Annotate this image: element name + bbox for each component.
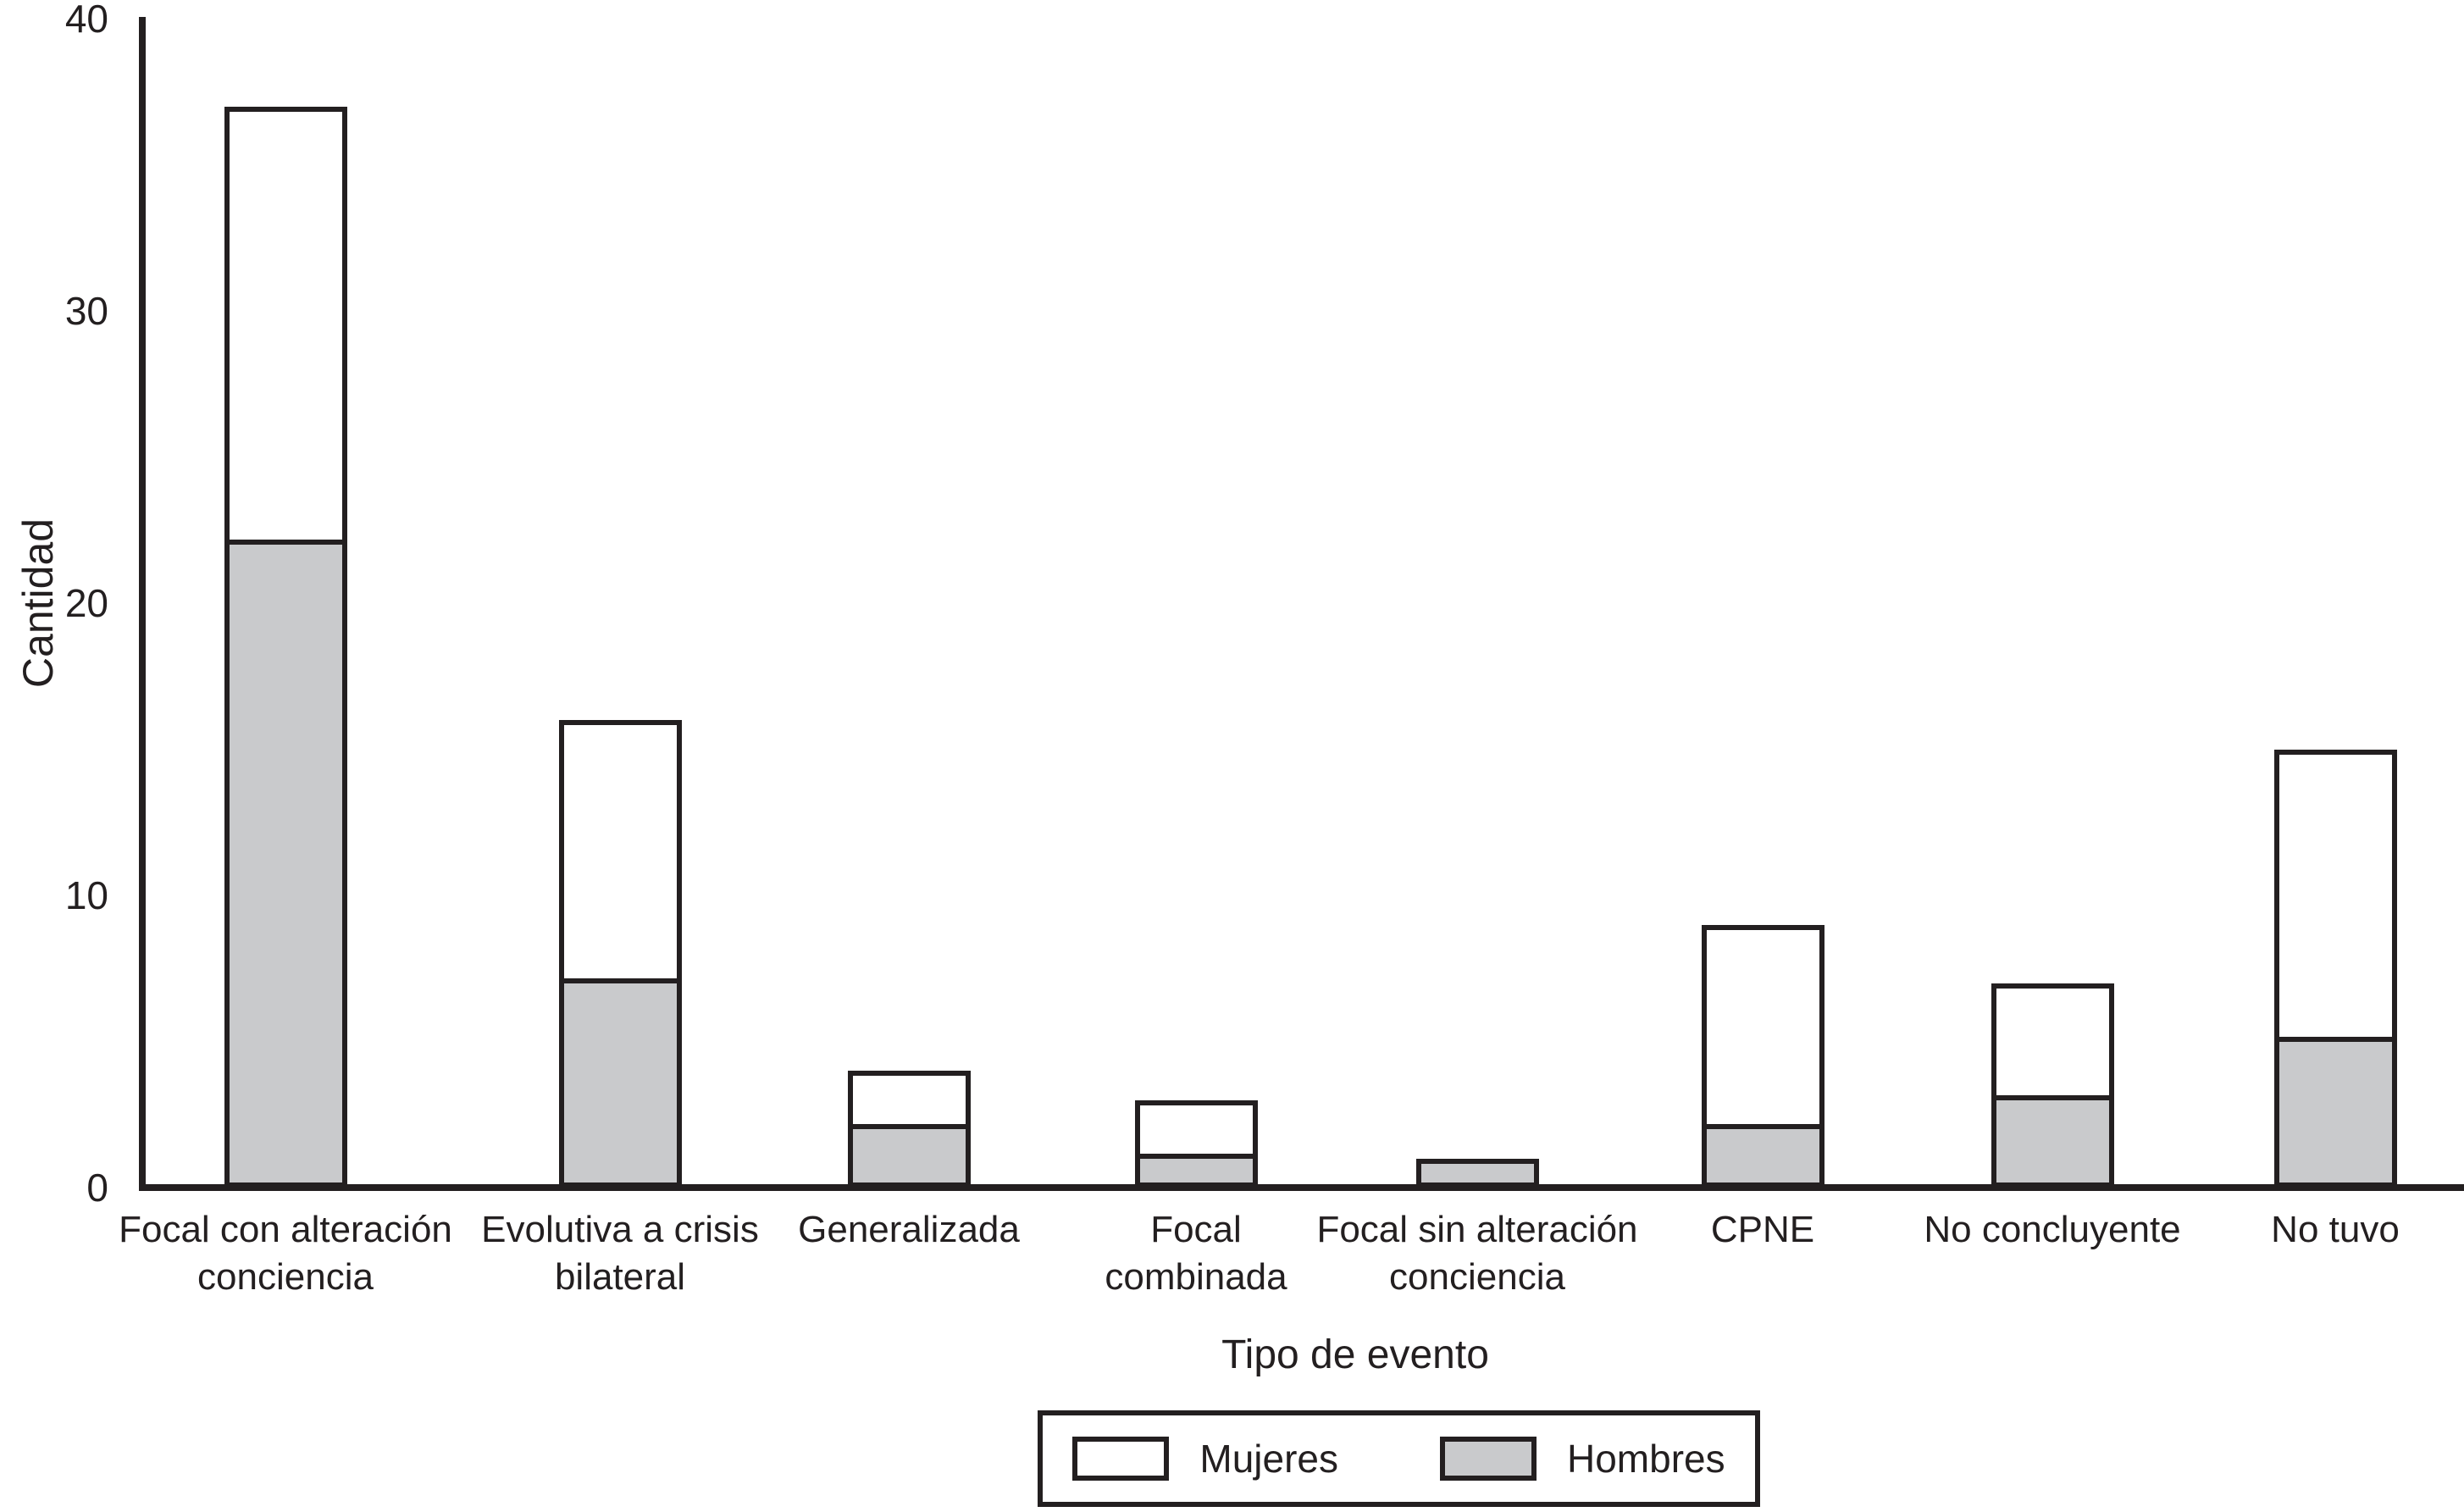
stacked-bar bbox=[1134, 1099, 1258, 1188]
category-label-line: No concluyente bbox=[1924, 1209, 2181, 1250]
segment-divider-line bbox=[2279, 1036, 2392, 1042]
segment-hombres bbox=[229, 542, 342, 1182]
category-label-line: Focal sin alteración bbox=[1316, 1209, 1638, 1250]
category-label-line: Focal bbox=[1150, 1209, 1242, 1250]
y-tick-label: 40 bbox=[64, 0, 108, 41]
segment-mujeres bbox=[1139, 1105, 1253, 1154]
y-tick-label: 10 bbox=[64, 873, 108, 917]
category-label-line: bilateral bbox=[554, 1256, 686, 1298]
stacked-bar bbox=[1701, 924, 1824, 1188]
segment-mujeres bbox=[1996, 988, 2109, 1095]
legend-swatch-mujeres bbox=[1072, 1437, 1170, 1481]
category-label-line: Focal con alteración bbox=[119, 1209, 452, 1250]
category-label: Focal combinada bbox=[1105, 1206, 1287, 1301]
segment-hombres bbox=[1706, 1127, 1819, 1182]
category-label-line: Evolutiva a crisis bbox=[481, 1209, 759, 1250]
legend-label-hombres: Hombres bbox=[1567, 1437, 1725, 1481]
legend-item-mujeres: Mujeres bbox=[1072, 1436, 1338, 1482]
segment-hombres bbox=[1420, 1163, 1534, 1182]
category-label: Evolutiva a crisis bilateral bbox=[481, 1206, 759, 1301]
segment-mujeres bbox=[229, 111, 342, 540]
category-label-line: conciencia bbox=[197, 1256, 374, 1298]
category-label-line: No tuvo bbox=[2271, 1209, 2400, 1250]
category-label: Focal con alteración conciencia bbox=[119, 1206, 452, 1301]
segment-divider-line bbox=[563, 978, 677, 983]
stacked-bar bbox=[2273, 749, 2397, 1188]
legend-item-hombres: Hombres bbox=[1440, 1436, 1725, 1482]
segment-hombres bbox=[2279, 1038, 2392, 1182]
segment-hombres bbox=[852, 1127, 966, 1182]
segment-mujeres bbox=[852, 1076, 966, 1124]
legend-swatch-hombres bbox=[1440, 1437, 1537, 1481]
category-label: CPNE bbox=[1711, 1206, 1814, 1254]
segment-divider-line bbox=[229, 540, 342, 545]
category-label-line: Generalizada bbox=[798, 1209, 1020, 1250]
x-axis-line bbox=[139, 1184, 2464, 1191]
segment-divider-line bbox=[1996, 1094, 2109, 1100]
stacked-bar bbox=[1991, 983, 2114, 1188]
segment-hombres bbox=[1996, 1097, 2109, 1182]
segment-mujeres bbox=[2279, 754, 2392, 1037]
category-label: No concluyente bbox=[1924, 1206, 2180, 1254]
x-axis-title: Tipo de evento bbox=[1221, 1332, 1489, 1377]
stacked-bar bbox=[1415, 1158, 1539, 1188]
stacked-bar bbox=[847, 1071, 971, 1188]
category-label-line: CPNE bbox=[1710, 1209, 1815, 1250]
category-label-line: conciencia bbox=[1389, 1256, 1565, 1298]
category-label: No tuvo bbox=[2271, 1206, 2400, 1254]
stacked-bar bbox=[224, 106, 347, 1188]
segment-divider-line bbox=[852, 1124, 966, 1129]
segment-divider-line bbox=[1139, 1153, 1253, 1159]
legend-label-mujeres: Mujeres bbox=[1199, 1437, 1338, 1481]
category-label: Generalizada bbox=[798, 1206, 1020, 1254]
legend: Mujeres Hombres bbox=[1038, 1410, 1760, 1507]
segment-hombres bbox=[563, 980, 677, 1182]
segment-divider-line bbox=[1706, 1124, 1819, 1129]
segment-mujeres bbox=[563, 725, 677, 978]
segment-hombres bbox=[1139, 1155, 1253, 1182]
category-label: Focal sin alteración conciencia bbox=[1316, 1206, 1637, 1301]
stacked-bar bbox=[558, 720, 682, 1188]
y-axis-line bbox=[139, 17, 146, 1191]
y-tick-label: 0 bbox=[86, 1166, 108, 1210]
category-label-line: combinada bbox=[1105, 1256, 1287, 1298]
y-tick-label: 30 bbox=[64, 289, 108, 333]
y-tick-label: 20 bbox=[64, 581, 108, 625]
segment-mujeres bbox=[1706, 929, 1819, 1124]
